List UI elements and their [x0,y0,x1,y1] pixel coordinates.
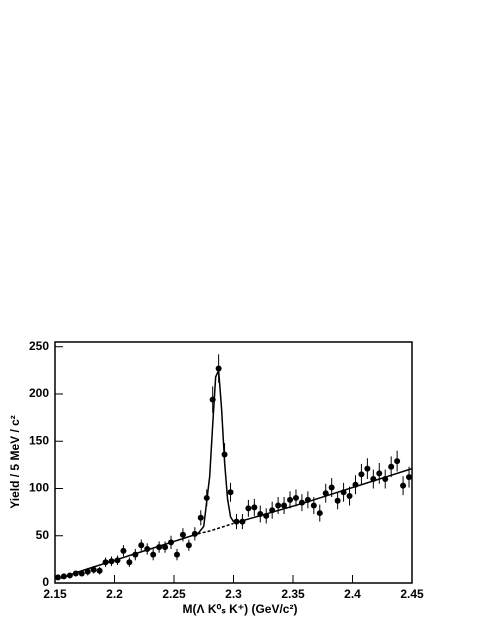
y-tick-label: 200 [29,386,49,400]
data-point [322,490,329,497]
data-point [287,496,294,503]
data-point [54,574,61,581]
y-tick-label: 50 [36,528,50,542]
data-point [185,542,192,549]
data-point [364,465,371,472]
data-point [334,497,341,504]
data-point [281,502,288,509]
x-axis-label: M(Λ K⁰ₛ K⁺) (GeV/c²) [183,602,298,616]
x-tick-label: 2.35 [281,587,305,601]
data-point [126,559,133,566]
data-point [275,502,282,509]
x-tick-label: 2.3 [225,587,242,601]
data-point [138,542,145,549]
data-point [197,514,204,521]
data-point [376,470,383,477]
data-point [78,570,85,577]
data-point [245,505,252,512]
data-point [358,471,365,478]
data-point [173,551,180,558]
data-point [215,365,222,372]
data-point [394,458,401,465]
fit-curve [60,370,413,579]
data-point [162,544,169,551]
y-tick-label: 250 [29,339,49,353]
data-point [96,567,103,574]
data-point [90,566,97,573]
data-point [292,494,299,501]
background-curve [197,522,234,535]
data-point [251,504,258,511]
data-point [120,547,127,554]
x-tick-label: 2.15 [43,587,67,601]
data-point [310,502,317,509]
x-tick-label: 2.25 [162,587,186,601]
data-point [316,510,323,517]
data-point [346,493,353,500]
x-tick-label: 2.45 [400,587,424,601]
x-tick-label: 2.4 [344,587,361,601]
y-tick-label: 100 [29,481,49,495]
data-point [227,489,234,496]
data-point [328,484,335,491]
y-tick-label: 0 [42,575,49,589]
plot-frame [54,341,413,584]
x-tick-label: 2.2 [106,587,123,601]
data-point [400,482,407,489]
data-point [150,551,157,558]
data-point [84,568,91,575]
y-tick-label: 150 [29,433,49,447]
data-point [179,531,186,538]
data-point [406,474,413,481]
data-point [388,463,395,470]
y-axis-label: Yield / 5 MeV / c² [8,415,22,509]
